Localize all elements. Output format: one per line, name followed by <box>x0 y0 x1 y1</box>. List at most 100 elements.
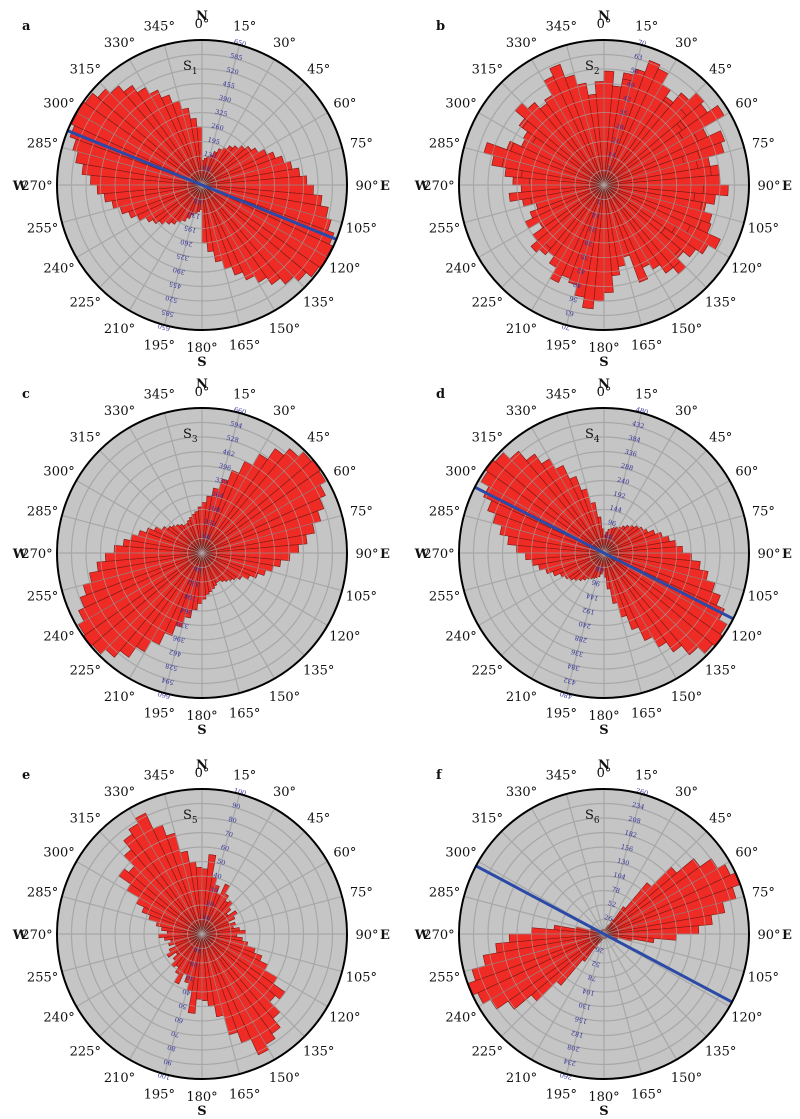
bearing-label: 210° <box>506 322 537 337</box>
bearing-label: 300° <box>445 97 476 112</box>
bearing-label: 60° <box>735 846 758 861</box>
grid-spoke-overlay <box>603 427 677 554</box>
bearing-label: 75° <box>752 136 775 151</box>
grid-spoke-overlay <box>99 933 203 1037</box>
ring-value-label: 264 <box>210 490 224 501</box>
ring-value-label: 35 <box>580 252 590 262</box>
ring-value-label: 26 <box>595 945 605 955</box>
cardinal-west: W <box>12 928 28 943</box>
ring-value-label: 182 <box>570 1028 584 1039</box>
ring-value-label: 48 <box>603 532 613 542</box>
grid-spoke-overlay <box>164 412 203 554</box>
petal <box>510 142 605 186</box>
cardinal-west: W <box>414 928 430 943</box>
bearing-label: 225° <box>70 1045 101 1060</box>
ring-value-label: 396 <box>172 633 186 644</box>
grid-spoke-overlay <box>164 933 203 1075</box>
grid-spoke-overlay <box>501 552 605 656</box>
ring-value-label: 288 <box>574 633 588 644</box>
petal <box>603 552 683 653</box>
grid-spoke-overlay <box>201 184 275 311</box>
cardinal-south: S <box>197 1104 206 1119</box>
cardinal-west: W <box>414 179 430 194</box>
bearing-label: 180° <box>186 709 217 724</box>
bearing-label: 300° <box>43 465 74 480</box>
ring-value-label: 520 <box>225 66 239 77</box>
ring-value-label: 660 <box>157 690 171 701</box>
bearing-label: 45° <box>709 811 732 826</box>
ring-value-label: 130 <box>578 1000 592 1011</box>
bearing-label: 150° <box>671 1071 702 1086</box>
grid-spoke-overlay <box>463 515 605 554</box>
ring-value-label: 70 <box>224 829 234 839</box>
ring-value-label: 585 <box>229 51 243 62</box>
bearing-label: 345° <box>144 388 175 403</box>
bearing-label: 30° <box>675 36 698 51</box>
bearing-label: 0° <box>597 385 612 400</box>
bearing-label: 90° <box>355 928 378 943</box>
ring-value-label: 78 <box>587 973 597 983</box>
petal <box>201 534 308 554</box>
grid-spoke-overlay <box>201 147 343 186</box>
petal <box>529 184 605 219</box>
bearing-label: 135° <box>705 296 736 311</box>
ring-value-label: 50 <box>216 857 226 867</box>
bearing-label: 45° <box>709 430 732 445</box>
ring-value-label: 20 <box>205 899 215 909</box>
rose-panel-b: 7 7 14 14 21 21 28 28 35 35 42 42 49 49 56 56 63 63 70 70 0°… <box>414 9 792 370</box>
ring-value-label: 70 <box>637 38 647 48</box>
ring-value-label: 132 <box>187 577 201 588</box>
bearing-label: 120° <box>731 262 762 277</box>
grid-spoke-overlay <box>201 861 328 935</box>
panel-letter: d <box>436 387 445 402</box>
bearing-label: 45° <box>307 430 330 445</box>
set-label: S3 <box>183 427 198 445</box>
bearing-label: 270° <box>21 547 52 562</box>
rose-panel-e: 10 10 20 20 30 30 40 40 50 50 60 60 70 70 80 80 90 90 100 1… <box>12 758 390 1119</box>
petal <box>161 94 203 186</box>
cardinal-north: N <box>598 9 610 24</box>
bearing-label: 330° <box>506 785 537 800</box>
petal <box>201 497 325 554</box>
petal <box>84 92 203 186</box>
petal <box>603 552 611 590</box>
bearing-label: 45° <box>307 62 330 77</box>
bearing-label: 150° <box>269 1071 300 1086</box>
bearing-label: 210° <box>104 690 135 705</box>
petal <box>603 60 661 186</box>
grid-spoke-overlay <box>603 933 642 1075</box>
bearing-label: 255° <box>429 590 460 605</box>
ring-value-label: 462 <box>222 448 236 459</box>
set-label-letter: S <box>585 427 594 442</box>
bearing-label: 90° <box>757 179 780 194</box>
bearing-label: 180° <box>588 341 619 356</box>
ring-value-label: 240 <box>616 476 630 487</box>
petal <box>201 184 214 252</box>
ring-value-label: 80 <box>166 1043 176 1053</box>
ring-value-label: 325 <box>176 251 190 262</box>
ring-value-label: 42 <box>576 266 586 276</box>
bearing-label: 255° <box>429 222 460 237</box>
ring-value-label: 100 <box>233 786 247 797</box>
grid-spoke-overlay <box>478 933 605 1007</box>
grid-spoke-overlay <box>603 184 745 223</box>
grid-spoke-overlay <box>531 808 605 935</box>
ring-value-label: 264 <box>179 605 193 616</box>
bearing-label: 225° <box>70 296 101 311</box>
ring-value-label: 650 <box>157 322 171 333</box>
petal <box>603 184 649 283</box>
cardinal-east: E <box>782 547 792 562</box>
set-label-subscript: 6 <box>594 816 600 826</box>
set-label-letter: S <box>585 808 594 823</box>
bearing-label: 315° <box>472 430 503 445</box>
ring-value-label: 528 <box>225 434 239 445</box>
bearing-label: 120° <box>731 630 762 645</box>
grid-spoke-overlay <box>603 184 707 288</box>
bearing-label: 345° <box>144 20 175 35</box>
petal <box>603 552 639 631</box>
bearing-label: 165° <box>229 338 260 353</box>
grid-spoke-overlay <box>201 450 305 554</box>
petal <box>569 475 605 554</box>
ring-value-label: 104 <box>612 871 626 882</box>
